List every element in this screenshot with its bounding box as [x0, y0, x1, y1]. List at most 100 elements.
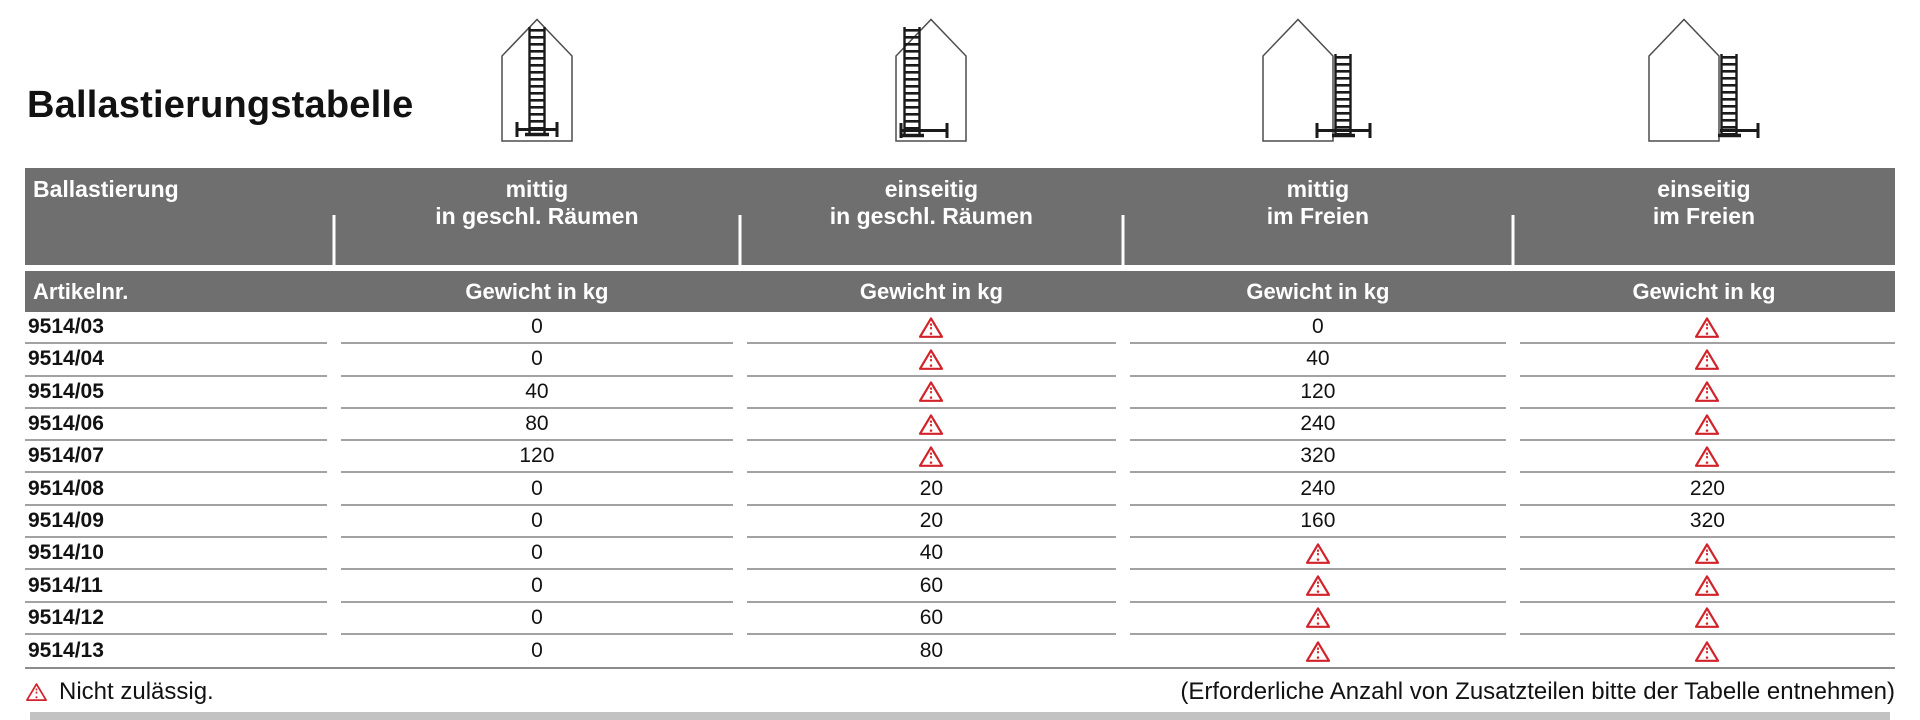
article-number: 9514/04: [25, 344, 327, 377]
not-allowed-cell: [1519, 570, 1895, 603]
not-allowed-cell: [746, 312, 1116, 345]
not-allowed-cell: [1519, 344, 1895, 377]
not-allowed-cell: [1130, 635, 1506, 667]
weight-value: 0: [340, 603, 733, 635]
weight-value: 0: [340, 538, 733, 571]
table-body: 9514/03 0 0 9514/04 0 40 9514/05 40 120 951…: [25, 312, 1895, 670]
group-header-col-2: einseitig in geschl. Räumen: [829, 176, 1033, 229]
column-divider: [738, 215, 742, 265]
not-allowed-cell: [746, 441, 1116, 474]
table-row: 9514/12 0 60: [25, 603, 1895, 635]
not-allowed-cell: [746, 344, 1116, 377]
footer-legend: Nicht zulässig.: [25, 678, 214, 706]
article-number: 9514/06: [25, 409, 327, 442]
weight-value: 320: [1129, 441, 1506, 474]
weight-value: 60: [746, 570, 1116, 603]
warning-triangle-icon: [1695, 349, 1720, 370]
column-divider: [332, 215, 336, 265]
warning-triangle-icon: [1305, 543, 1330, 564]
warning-triangle-icon: [1695, 575, 1720, 596]
weight-value: 0: [340, 506, 733, 539]
column-icons-row: [25, 14, 1895, 144]
not-allowed-cell: [1519, 409, 1895, 442]
subheader-row: Artikelnr. Gewicht in kg Gewicht in kg G…: [25, 271, 1895, 312]
weight-value: 80: [340, 409, 733, 442]
warning-triangle-icon: [919, 316, 944, 338]
not-allowed-cell: [746, 409, 1116, 442]
house-ladder-center-indoor-icon: [334, 14, 740, 144]
weight-value: 80: [919, 639, 944, 663]
warning-triangle-icon: [1695, 543, 1720, 564]
weight-value: 120: [340, 441, 733, 474]
warning-triangle-icon: [919, 349, 944, 370]
warning-triangle-icon: [1695, 446, 1720, 467]
table-row: 9514/06 80 240: [25, 409, 1895, 442]
article-number: 9514/07: [25, 441, 327, 474]
article-number: 9514/10: [25, 538, 327, 571]
weight-value: 160: [1129, 506, 1506, 539]
weight-value: 40: [746, 538, 1116, 571]
weight-header-label: Gewicht in kg: [859, 278, 1003, 304]
house-ladder-side-indoor-icon: [740, 14, 1123, 144]
warning-triangle-icon: [1695, 607, 1720, 629]
warning-triangle-icon: [919, 446, 944, 467]
table-row: 9514/13 0 80: [25, 635, 1895, 670]
weight-header-label: Gewicht in kg: [1246, 278, 1390, 304]
weight-value: 20: [746, 473, 1116, 506]
not-allowed-cell: [1129, 570, 1506, 603]
weight-value: 0: [340, 473, 733, 506]
group-header-label: Ballastierung: [33, 176, 179, 202]
article-number: 9514/08: [25, 473, 327, 506]
house-ladder-center-outdoor-icon: [1123, 14, 1513, 144]
article-number: 9514/11: [25, 570, 327, 603]
weight-header-label: Gewicht in kg: [465, 278, 609, 304]
not-allowed-cell: [1129, 603, 1506, 635]
weight-value: 320: [1519, 506, 1895, 539]
weight-value: 0: [531, 639, 543, 663]
table-row: 9514/05 40 120: [25, 377, 1895, 409]
group-header-col-3: mittig im Freien: [1266, 176, 1370, 229]
table-row: 9514/09 0 20 160 320: [25, 506, 1895, 539]
not-allowed-cell: [1520, 635, 1895, 667]
table-row: 9514/03 0 0: [25, 312, 1895, 345]
article-number: 9514/03: [25, 312, 327, 345]
article-number: 9514/05: [25, 377, 327, 409]
table-row: 9514/04 0 40: [25, 344, 1895, 377]
not-allowed-cell: [1519, 312, 1895, 345]
weight-value: 220: [1519, 473, 1895, 506]
warning-triangle-icon: [1695, 413, 1720, 435]
not-allowed-cell: [1519, 377, 1895, 409]
group-header-col-4: einseitig im Freien: [1652, 176, 1756, 229]
table-row: 9514/10 0 40: [25, 538, 1895, 571]
weight-value: 60: [746, 603, 1116, 635]
weight-value: 0: [340, 312, 733, 345]
footer-row: Nicht zulässig. (Erforderliche Anzahl vo…: [25, 673, 1895, 711]
legend-text: Nicht zulässig.: [59, 678, 214, 705]
not-allowed-cell: [746, 377, 1116, 409]
weight-header-label: Gewicht in kg: [1632, 278, 1776, 304]
article-number: 9514/09: [25, 506, 327, 539]
icons-row-spacer: [25, 14, 334, 144]
warning-triangle-icon: [1695, 381, 1720, 403]
weight-value: 240: [1129, 473, 1506, 506]
warning-triangle-icon: [1695, 316, 1720, 338]
table-row: 9514/08 0 20 240 220: [25, 473, 1895, 506]
footnote-text: (Erforderliche Anzahl von Zusatzteilen b…: [1180, 678, 1895, 705]
warning-triangle-icon: [1305, 575, 1330, 596]
column-divider: [1511, 215, 1515, 265]
column-divider: [1121, 215, 1125, 265]
article-number: 9514/12: [25, 603, 327, 635]
weight-value: 40: [340, 377, 733, 409]
bottom-strip: [30, 712, 1890, 720]
page-title: Ballastierungstabelle: [27, 84, 414, 126]
warning-triangle-icon: [919, 413, 944, 435]
not-allowed-cell: [1519, 603, 1895, 635]
group-header-row: Ballastierung mittig in geschl. Räumen e…: [25, 168, 1895, 265]
warning-triangle-icon: [1305, 607, 1330, 629]
weight-value: 240: [1129, 409, 1506, 442]
weight-value: 0: [1129, 312, 1506, 345]
warning-triangle-icon: [1305, 640, 1330, 662]
not-allowed-cell: [1129, 538, 1506, 571]
weight-value: 0: [340, 344, 733, 377]
